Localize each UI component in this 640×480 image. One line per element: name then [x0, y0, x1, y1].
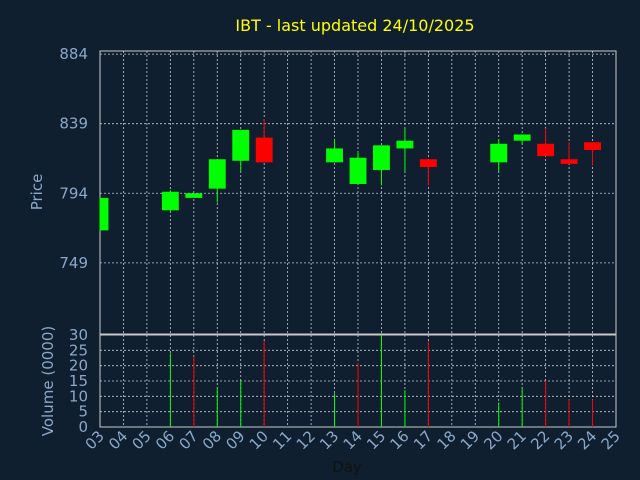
volume-tick-label: 20 [69, 357, 88, 375]
day-axis-label: Day [332, 458, 362, 476]
candle-body [513, 134, 531, 141]
day-tick-label: 22 [527, 427, 553, 453]
candle-body [232, 129, 250, 161]
day-tick-label: 20 [480, 427, 506, 453]
candle-body [185, 193, 203, 198]
volume-panel: 0510152025300304050607080910111213141516… [69, 326, 624, 453]
day-tick-label: 10 [246, 427, 272, 453]
volume-tick-label: 10 [69, 387, 88, 405]
day-tick-label: 25 [598, 427, 624, 453]
day-tick-label: 05 [129, 427, 155, 453]
day-tick-label: 19 [457, 427, 483, 453]
candle-body [584, 142, 601, 150]
day-tick-label: 04 [105, 427, 131, 453]
day-tick-label: 08 [199, 427, 225, 453]
day-tick-label: 21 [504, 427, 530, 453]
volume-tick-label: 5 [78, 403, 88, 421]
volume-tick-label: 15 [69, 372, 88, 390]
candle-body [161, 191, 179, 211]
volume-tick-label: 0 [78, 418, 88, 436]
candle-body [208, 159, 226, 189]
candle-body [100, 197, 109, 231]
volume-tick-label: 25 [69, 341, 88, 359]
volume-tick-label: 30 [69, 326, 88, 344]
candle-body [255, 137, 273, 163]
price-tick-label: 884 [59, 45, 88, 63]
chart-title: IBT - last updated 24/10/2025 [235, 16, 474, 35]
day-tick-label: 23 [551, 427, 577, 453]
candle-body [396, 140, 414, 149]
day-tick-label: 14 [340, 427, 366, 453]
day-tick-label: 24 [574, 427, 600, 453]
candle-body [490, 143, 508, 163]
day-tick-label: 12 [293, 427, 319, 453]
day-tick-label: 13 [316, 427, 342, 453]
day-tick-label: 07 [175, 427, 201, 453]
price-tick-label: 749 [59, 254, 88, 272]
day-tick-label: 09 [222, 427, 248, 453]
price-axis-label: Price [28, 174, 46, 211]
day-tick-label: 16 [387, 427, 413, 453]
price-tick-label: 839 [59, 115, 88, 133]
candle-body [560, 159, 578, 164]
candle-body [419, 159, 437, 167]
price-tick-label: 794 [59, 184, 88, 202]
day-tick-label: 15 [363, 427, 389, 453]
day-tick-label: 18 [433, 427, 459, 453]
day-tick-label: 17 [410, 427, 436, 453]
candle-body [326, 148, 343, 163]
candle-body [373, 145, 390, 171]
candle-body [349, 157, 367, 184]
candle-body [537, 143, 555, 157]
price-panel: 749 794 839 884 [59, 45, 617, 335]
day-tick-label: 11 [269, 427, 295, 453]
day-tick-label: 06 [152, 427, 178, 453]
volume-axis-label: Volume (0000) [39, 326, 57, 436]
